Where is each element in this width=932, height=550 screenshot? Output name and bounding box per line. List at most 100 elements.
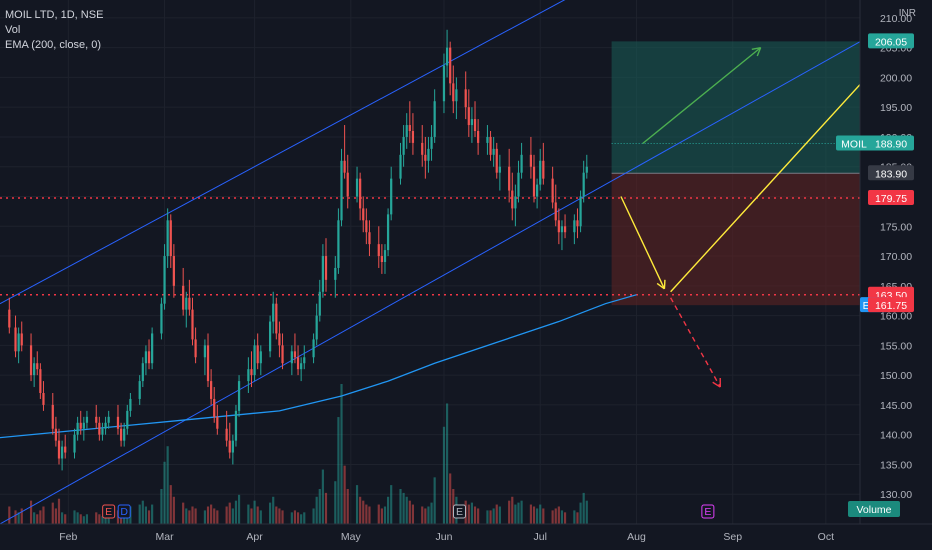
candle [39, 363, 42, 399]
volume-bar [250, 508, 253, 524]
volume-bar [532, 506, 536, 524]
volume-bar [33, 512, 36, 524]
volume-bar [557, 506, 560, 524]
candle-body [213, 398, 216, 417]
candle-body [324, 256, 328, 280]
candle [585, 154, 588, 179]
event-marker-box [117, 504, 131, 519]
price-label-target[interactable]: 206.05 [868, 33, 914, 49]
candle-body [421, 142, 424, 155]
candle-body [405, 125, 408, 137]
event-marker[interactable]: E [102, 504, 116, 519]
candle [421, 125, 424, 167]
volume-indicator-label[interactable]: Vol [5, 24, 21, 36]
event-marker[interactable]: E [701, 504, 715, 519]
volume-bar [473, 506, 477, 524]
time-tick-label: Apr [246, 531, 263, 543]
candle [123, 422, 126, 447]
price-label-current[interactable]: 188.90 [868, 135, 914, 151]
candle-body [433, 101, 436, 137]
candle [408, 101, 411, 143]
candle [275, 297, 278, 340]
volume-bar [576, 512, 579, 524]
candle [216, 404, 219, 435]
candle [560, 220, 564, 251]
volume-bar [191, 506, 194, 524]
candle [210, 369, 213, 405]
price-label-red[interactable]: 179.75 [868, 189, 914, 205]
candle-body [557, 220, 560, 233]
candle-body [585, 166, 588, 173]
volume-bar [362, 500, 365, 524]
volume-bar [29, 500, 33, 524]
candle-body [383, 250, 387, 262]
candle-body [73, 434, 76, 453]
price-tick-label: 200.00 [880, 72, 912, 84]
candle [464, 71, 467, 120]
candle-body [79, 422, 82, 429]
candle-body [445, 47, 449, 66]
candle [101, 422, 104, 441]
candle-body [427, 148, 430, 161]
candle-body [188, 297, 191, 310]
event-marker-label: E [456, 506, 463, 518]
event-marker-box [701, 504, 715, 519]
volume-bar [275, 506, 278, 524]
candle [82, 416, 85, 441]
candle [495, 142, 498, 179]
candle [144, 345, 148, 376]
candle [126, 404, 129, 435]
channel-upper-line [0, 0, 566, 305]
candle-body [8, 309, 11, 328]
candle-body [116, 416, 120, 429]
candle-body [511, 190, 514, 209]
volume-bar [486, 510, 489, 524]
volume-pane-label[interactable]: Volume [848, 501, 900, 517]
candle [405, 113, 408, 149]
candle [473, 101, 477, 137]
candle [539, 148, 542, 191]
candle-body [290, 351, 293, 364]
candle-body [141, 363, 144, 382]
candle [166, 208, 169, 268]
candle [498, 154, 501, 191]
price-label-red[interactable]: 161.75 [868, 297, 914, 313]
candle-body [365, 220, 368, 233]
candle [383, 244, 387, 274]
candle [582, 160, 585, 203]
volume-bar [51, 502, 54, 524]
volume-bar [182, 502, 185, 524]
candle-body [293, 351, 297, 358]
candle-body [194, 339, 197, 358]
volume-bar [39, 510, 42, 524]
target-zone [611, 41, 860, 174]
candle [529, 136, 533, 179]
volume-label-text: Volume [856, 504, 891, 516]
event-marker[interactable]: D [117, 504, 131, 519]
candle-body [256, 345, 259, 364]
price-label-symbol[interactable]: MOIL [836, 135, 872, 151]
ema-indicator-label[interactable]: EMA (200, close, 0) [5, 39, 101, 51]
volume-bar [73, 510, 76, 524]
volume-bar [424, 508, 427, 524]
price-label-gray[interactable]: 183.90 [868, 165, 914, 181]
candle [579, 190, 582, 233]
candle [573, 214, 576, 245]
candle-body [250, 369, 253, 376]
volume-bar [256, 506, 259, 524]
symbol-title[interactable]: MOIL LTD, 1D, NSE [5, 9, 104, 21]
candle-body [101, 428, 104, 435]
candle [268, 315, 272, 358]
candle-body [14, 327, 17, 352]
volume-bar [210, 504, 213, 524]
event-marker[interactable]: E [452, 504, 466, 519]
volume-bar [237, 494, 241, 524]
volume-bar [247, 504, 250, 524]
volume-bar [467, 504, 470, 524]
candle [430, 125, 433, 161]
volume-bar [343, 465, 346, 524]
currency-label: INR [898, 8, 916, 19]
price-tick-label: 135.00 [880, 459, 912, 471]
candle-body [191, 309, 194, 340]
